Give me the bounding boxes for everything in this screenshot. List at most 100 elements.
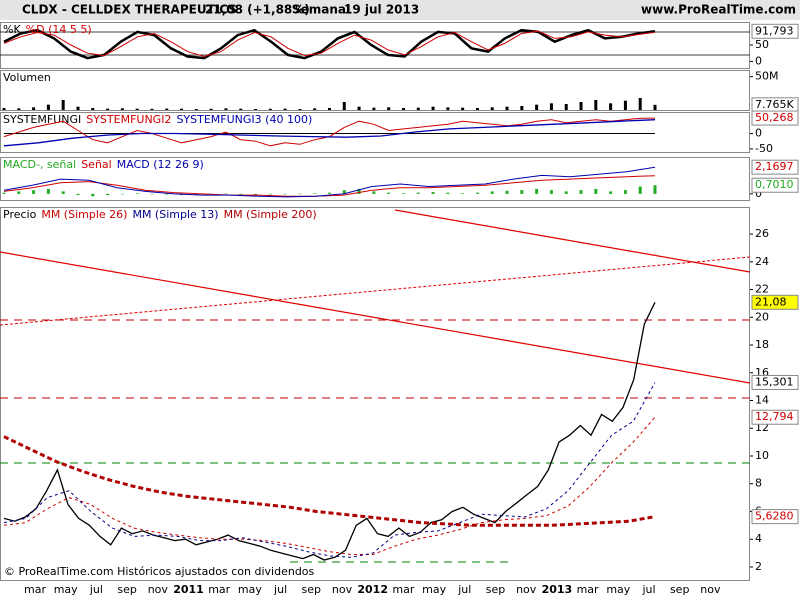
bar: [328, 192, 331, 194]
bar: [401, 108, 405, 110]
price-label: 50,268: [755, 111, 794, 124]
x-tick-label: may: [54, 583, 78, 596]
series-line: [3, 435, 656, 527]
bar: [165, 108, 169, 110]
x-tick-label: may: [238, 583, 262, 596]
bar: [401, 193, 405, 194]
x-tick-label: mar: [208, 583, 230, 596]
bar: [416, 107, 420, 110]
price-label-box: [751, 509, 799, 525]
y-tick-label: 10: [755, 449, 769, 462]
panel-frame: [0, 112, 750, 153]
bar: [505, 106, 509, 110]
bar: [298, 109, 302, 110]
bar: [520, 190, 524, 194]
bar: [298, 193, 302, 195]
y-tick-label: 4: [755, 532, 762, 545]
bar: [194, 193, 198, 195]
bar: [46, 104, 50, 110]
series-line: [3, 119, 656, 147]
bar: [254, 109, 258, 110]
bar: [609, 103, 613, 110]
bar: [372, 107, 376, 110]
price-label: 7.765K: [755, 98, 794, 111]
legend-entry: SYSTEMFUNGI2: [86, 113, 171, 126]
series-line: [3, 28, 656, 60]
series-line: [3, 30, 656, 58]
price-label-box: [751, 374, 799, 390]
legend-entry: MM (Simple 13): [132, 208, 218, 221]
price-label: 15,301: [755, 375, 794, 388]
last-price: 21,08 (+1,88%): [205, 3, 310, 17]
y-tick-label: 22: [755, 283, 769, 296]
x-tick-label: mar: [392, 583, 414, 596]
bar: [91, 193, 95, 197]
legend-entry: SYSTEMFUNGI: [3, 113, 81, 126]
price-label-box: [751, 110, 799, 126]
bar: [461, 107, 465, 110]
bar: [446, 107, 450, 110]
bar: [594, 188, 598, 194]
bar: [61, 191, 65, 194]
bar: [579, 102, 583, 110]
price-label: 2,1697: [755, 160, 794, 173]
bar: [328, 108, 331, 110]
bar: [623, 190, 627, 194]
trend-line: [394, 209, 751, 273]
bar: [564, 191, 568, 194]
bar: [2, 108, 6, 110]
bar: [446, 192, 450, 194]
bar: [490, 107, 494, 110]
legend-entry: Señal: [81, 158, 112, 171]
bar: [505, 190, 509, 194]
legend-entry: %K: [3, 23, 21, 36]
trend-line: [0, 251, 751, 384]
drawings: [0, 31, 751, 563]
bar: [461, 193, 465, 194]
x-tick-label: mar: [24, 583, 46, 596]
y-tick-label: 20: [755, 310, 769, 323]
x-tick-label: sep: [486, 583, 505, 596]
bar: [475, 192, 479, 194]
bar: [106, 193, 110, 196]
bar: [76, 193, 80, 196]
bar: [150, 193, 154, 195]
bar: [549, 103, 553, 110]
legend-entry: MACD (12 26 9): [117, 158, 204, 171]
bar: [564, 104, 568, 110]
x-tick-label: sep: [117, 583, 136, 596]
bar: [520, 106, 524, 110]
price-label: 91,793: [755, 24, 794, 37]
price-label: 0,7010: [755, 178, 794, 191]
trend-line: [0, 256, 751, 326]
series-line: [3, 166, 656, 198]
legend-entry: MACD-, señal: [3, 158, 76, 171]
bar: [372, 191, 376, 194]
x-tick-label: 2011: [173, 583, 204, 596]
date: 19 jul 2013: [344, 3, 419, 17]
y-tick-label: 8: [755, 477, 762, 490]
y-tick-label: -50: [755, 142, 773, 155]
panel-frame: [0, 22, 750, 69]
bar: [313, 193, 317, 194]
x-tick-label: nov: [148, 583, 169, 596]
price-label-box: [751, 177, 799, 193]
legend-entry: MM (Simple 26): [41, 208, 127, 221]
bar: [431, 192, 435, 194]
bar: [224, 193, 228, 195]
x-tick-label: may: [606, 583, 630, 596]
x-tick-label: nov: [700, 583, 721, 596]
panel-frame: [0, 157, 750, 201]
bar: [387, 192, 391, 194]
bar: [268, 108, 272, 110]
bar: [209, 108, 213, 110]
bar: [239, 193, 243, 195]
price-label-box: [751, 294, 799, 310]
series-line: [3, 416, 656, 555]
bar: [150, 108, 154, 110]
bar: [239, 108, 243, 110]
bar: [120, 108, 124, 110]
